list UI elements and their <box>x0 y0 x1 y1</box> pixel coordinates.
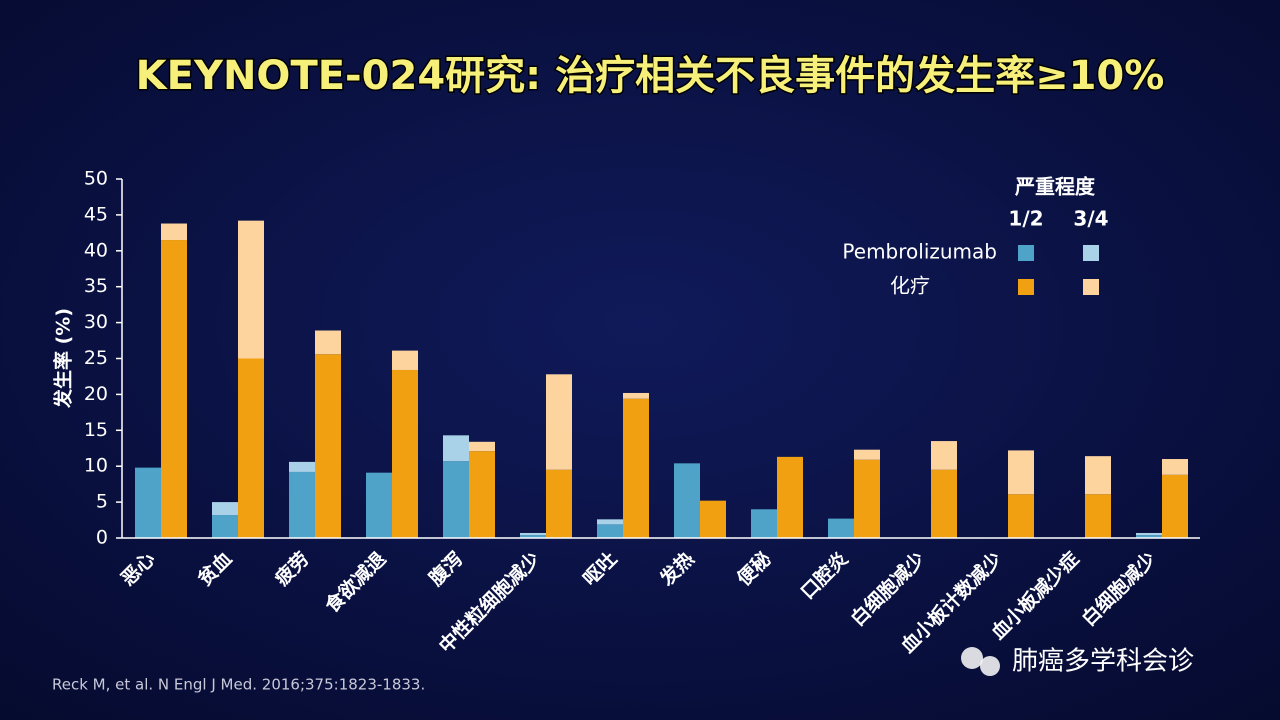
watermark-icon <box>961 647 1000 676</box>
bar-segment <box>238 358 264 538</box>
bar-segment <box>1136 532 1162 536</box>
y-tick-label: 25 <box>84 347 108 369</box>
bar-segment <box>289 471 315 538</box>
bar-segment <box>315 330 341 355</box>
bar-segment <box>135 467 161 538</box>
y-tick-label: 15 <box>84 419 108 441</box>
bar-segment <box>212 515 238 538</box>
bar-segment <box>1136 535 1162 538</box>
bar-segment <box>1008 450 1034 495</box>
y-axis-label: 发生率 (%) <box>52 308 75 409</box>
bar-segment <box>700 500 726 538</box>
legend-swatch <box>1083 245 1099 261</box>
bar-segment <box>520 532 546 536</box>
footnote: Reck M, et al. N Engl J Med. 2016;375:18… <box>52 676 425 694</box>
bar-segment <box>751 509 777 538</box>
y-tick-label: 50 <box>84 168 108 190</box>
bar-segment <box>1162 474 1188 538</box>
bar-segment <box>1085 456 1111 495</box>
bar-segment <box>623 392 649 399</box>
bar-segment <box>1008 494 1034 538</box>
bar-segment <box>931 441 957 470</box>
bar-segment <box>597 524 623 538</box>
bar-segment <box>546 469 572 538</box>
bar-segment <box>392 369 418 538</box>
bar-segment <box>520 535 546 538</box>
y-tick-label: 5 <box>96 491 108 513</box>
watermark: 肺癌多学科会诊 <box>1012 647 1194 677</box>
bar-segment <box>161 240 187 538</box>
legend-title: 严重程度 <box>1014 175 1096 199</box>
legend-column-label: 3/4 <box>1073 207 1108 231</box>
bar-segment <box>931 469 957 538</box>
bar-segment <box>443 435 469 462</box>
bar-segment <box>854 459 880 538</box>
legend-swatch <box>1018 279 1034 295</box>
bar-segment <box>597 519 623 525</box>
bar-segment <box>469 441 495 452</box>
bar-segment <box>315 354 341 538</box>
y-tick-label: 10 <box>84 455 108 477</box>
bar-segment <box>854 449 880 460</box>
bar-segment <box>161 223 187 241</box>
bar-segment <box>366 472 392 538</box>
legend-label: 化疗 <box>890 274 930 298</box>
bar-segment <box>443 461 469 538</box>
bar-segment <box>469 451 495 538</box>
bar-segment <box>212 502 238 516</box>
bar-segment <box>238 220 264 359</box>
bar-segment <box>546 374 572 470</box>
bar-segment <box>674 463 700 538</box>
y-tick-label: 40 <box>84 239 108 261</box>
bar-segment <box>1085 494 1111 538</box>
bar-segment <box>828 518 854 538</box>
y-tick-label: 30 <box>84 311 108 333</box>
bar-segment <box>289 461 315 472</box>
bar-segment <box>1162 459 1188 475</box>
legend-column-label: 1/2 <box>1008 207 1043 231</box>
y-tick-label: 20 <box>84 383 108 405</box>
y-tick-label: 0 <box>96 527 108 549</box>
y-tick-label: 35 <box>84 275 108 297</box>
legend-swatch <box>1018 245 1034 261</box>
bar-segment <box>777 456 803 538</box>
legend-label: Pembrolizumab <box>842 240 997 264</box>
bar-segment <box>623 398 649 538</box>
y-tick-label: 45 <box>84 203 108 225</box>
bar-segment <box>392 350 418 370</box>
chart-title: KEYNOTE-024研究: 治疗相关不良事件的发生率≥10% <box>136 53 1165 99</box>
legend-swatch <box>1083 279 1099 295</box>
